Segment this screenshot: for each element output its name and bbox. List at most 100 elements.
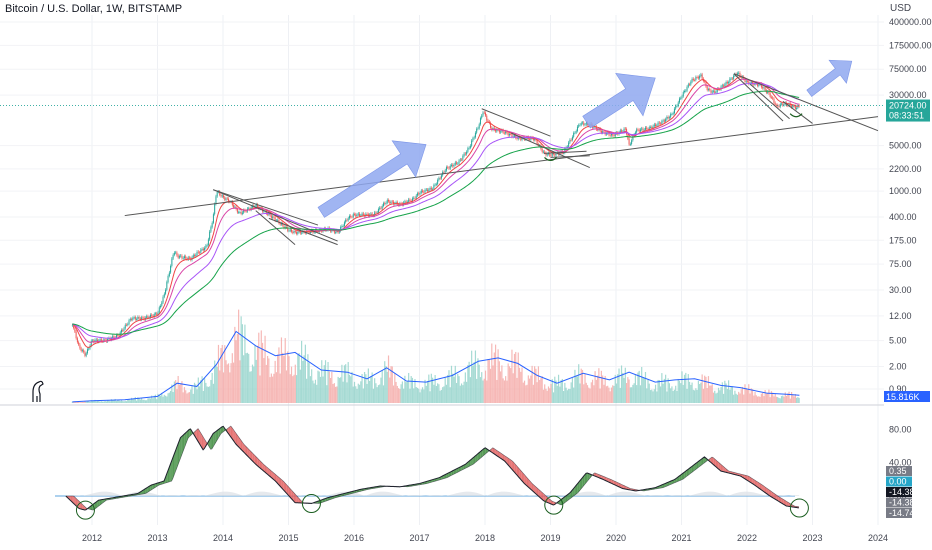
oscillator-fill (203, 436, 205, 450)
candle-body (575, 131, 577, 133)
volume-bar (200, 380, 202, 403)
candle-body (634, 132, 636, 135)
oscillator-fill (287, 485, 289, 496)
oscillator-fill (293, 492, 296, 503)
candle-body (240, 212, 242, 214)
candle-body (701, 74, 703, 79)
oscillator-fill (261, 461, 263, 470)
volume-bar (96, 400, 99, 403)
volume-bar (234, 326, 236, 403)
volume-bar (170, 390, 172, 403)
oscillator-fill (282, 480, 284, 491)
candle-body (220, 194, 222, 197)
candle-body (685, 90, 687, 92)
volume-bar (340, 377, 342, 403)
candle-body (153, 314, 155, 317)
volume-bar (697, 380, 699, 403)
volume-bar (118, 399, 120, 403)
volume-bar (556, 385, 558, 403)
candle-body (128, 320, 130, 325)
oscillator-fill (613, 480, 615, 485)
volume-bar (261, 342, 264, 403)
volume-bar (578, 364, 580, 403)
volume-bar (628, 379, 630, 403)
candle-body (534, 139, 536, 141)
oscillator-fill (174, 451, 176, 476)
oscillator-fill (96, 501, 98, 509)
candle-body (583, 122, 585, 126)
oscillator-fill (258, 459, 260, 468)
candle-body (395, 202, 397, 204)
candle-body (219, 191, 221, 195)
price-tag-value: 20724.00 (889, 101, 927, 111)
candle-body (461, 159, 463, 161)
volume-bar (88, 400, 90, 403)
oscillator-fill (518, 467, 520, 478)
candle-body (76, 338, 78, 343)
volume-bar (100, 401, 102, 403)
volume-bar (377, 385, 380, 403)
volume-bar (765, 393, 767, 403)
time-tick-label: 2013 (147, 533, 167, 543)
volume-bar (389, 377, 391, 403)
candle-body (680, 98, 682, 99)
volume-bar (780, 396, 783, 403)
oscillator-fill (587, 472, 589, 482)
volume-bar (369, 380, 371, 403)
candle-body (672, 113, 674, 115)
candle-body (555, 152, 557, 156)
candle-body (388, 199, 390, 202)
volume-bar (109, 401, 111, 403)
volume-bar (505, 376, 507, 403)
candle-body (437, 180, 439, 185)
volume-bar (435, 385, 437, 403)
candle-body (408, 199, 410, 202)
volume-bar (494, 344, 497, 403)
volume-bar (668, 383, 671, 403)
volume-bar (462, 385, 464, 403)
price-tag (886, 99, 930, 122)
candle-body (200, 249, 202, 253)
candle-body (347, 218, 349, 221)
volume-bar (248, 353, 250, 403)
oscillator-fill (170, 461, 172, 482)
candle-body (516, 137, 518, 140)
candle-body (178, 256, 180, 258)
volume-bar (546, 390, 548, 403)
volume-bar (772, 392, 774, 403)
oscillator-fill (691, 465, 694, 473)
oscillator-fill (583, 474, 585, 486)
volume-bar (175, 380, 177, 403)
volume-bar (225, 360, 227, 403)
volume-bar (277, 354, 279, 403)
oscillator-fill (272, 471, 274, 480)
volume-bar (78, 401, 80, 403)
volume-bar (445, 384, 448, 403)
oscillator-fill (769, 490, 772, 497)
volume-bar (158, 395, 160, 403)
candle-body (250, 207, 252, 210)
volume-bar (76, 401, 78, 403)
oscillator-fill (297, 496, 299, 503)
oscillator-fill (499, 451, 501, 459)
volume-bar (662, 383, 664, 403)
volume-bar (413, 388, 415, 403)
candle-body (637, 129, 639, 131)
candle-body (452, 164, 454, 167)
volume-bar (571, 378, 574, 403)
candle-body (458, 160, 460, 164)
candle-body (293, 231, 295, 233)
volume-bar (80, 402, 82, 403)
volume-bar (182, 392, 184, 403)
volume-bar (481, 372, 483, 403)
volume-bar (186, 393, 188, 403)
volume-bar (568, 388, 570, 403)
oscillator-fill (614, 481, 617, 486)
volume-bar (188, 392, 191, 403)
oscillator-fill (491, 447, 493, 453)
volume-bar (517, 352, 519, 403)
volume-bar (569, 388, 571, 403)
candle-body (733, 75, 735, 79)
volume-bar (382, 385, 385, 403)
